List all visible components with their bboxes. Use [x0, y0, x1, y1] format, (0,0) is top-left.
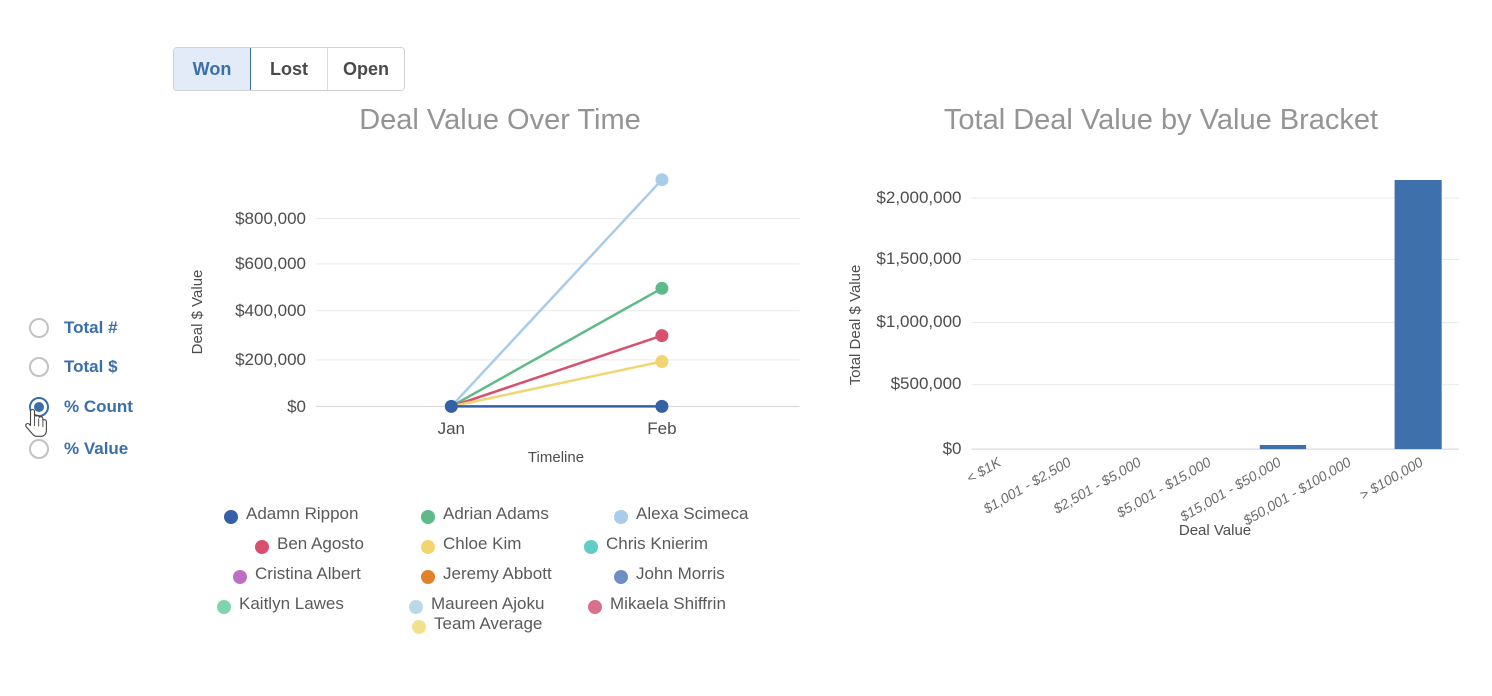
svg-text:> $100,000: > $100,000 — [1356, 454, 1425, 503]
svg-text:< $1K: < $1K — [963, 453, 1004, 486]
svg-text:Deal Value: Deal Value — [1179, 522, 1251, 539]
svg-text:$200,000: $200,000 — [235, 350, 306, 369]
svg-text:Feb: Feb — [647, 419, 676, 438]
svg-text:Total Deal $ Value: Total Deal $ Value — [847, 265, 864, 386]
svg-text:$400,000: $400,000 — [235, 301, 306, 320]
svg-text:Deal $ Value: Deal $ Value — [189, 270, 206, 355]
svg-text:$2,000,000: $2,000,000 — [876, 188, 961, 207]
svg-text:Jan: Jan — [438, 419, 465, 438]
svg-text:$0: $0 — [287, 397, 306, 416]
svg-text:$800,000: $800,000 — [235, 209, 306, 228]
svg-text:$0: $0 — [943, 439, 962, 458]
svg-text:Timeline: Timeline — [528, 449, 584, 466]
svg-text:$600,000: $600,000 — [235, 254, 306, 273]
svg-text:$1,500,000: $1,500,000 — [876, 249, 961, 268]
svg-text:$1,000,000: $1,000,000 — [876, 312, 961, 331]
svg-text:$500,000: $500,000 — [891, 374, 962, 393]
